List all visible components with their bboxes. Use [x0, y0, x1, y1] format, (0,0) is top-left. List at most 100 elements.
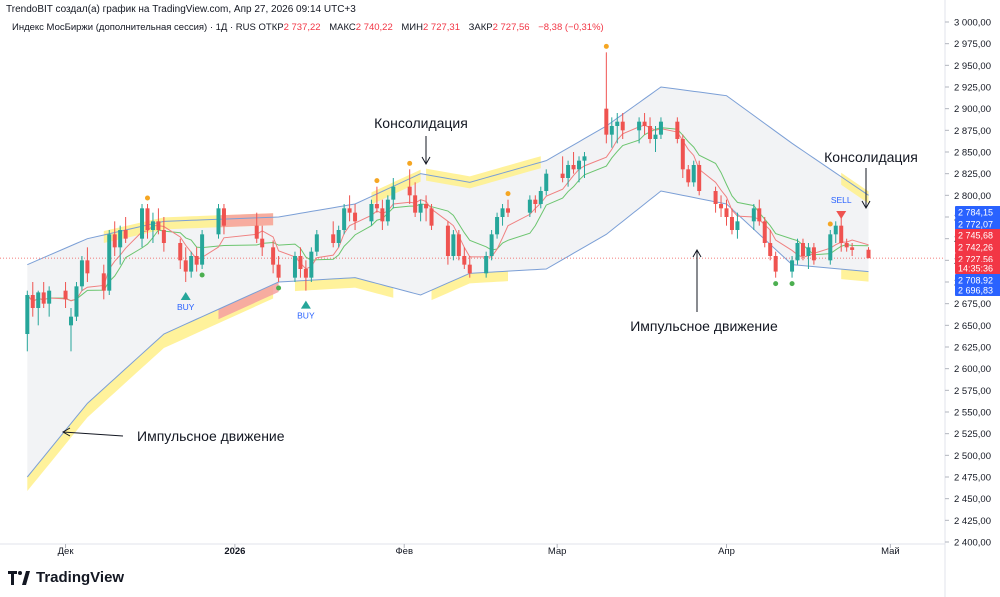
- candle: [729, 208, 734, 235]
- candle: [527, 195, 532, 217]
- y-tick-label: 2 875,00: [954, 126, 991, 137]
- candle: [374, 186, 379, 213]
- candle: [407, 169, 412, 204]
- candle-body: [484, 256, 489, 274]
- symbol-legend: Индекс МосБиржи (дополнительная сессия) …: [12, 22, 610, 33]
- candle-body: [686, 169, 691, 183]
- candle-body: [456, 234, 461, 256]
- candle: [150, 212, 155, 243]
- candle-body: [489, 234, 494, 256]
- signal-dot-icon: [827, 221, 833, 227]
- candle-body: [314, 234, 319, 252]
- candle: [145, 204, 150, 239]
- candle-body: [658, 121, 663, 135]
- arrow-icon: [421, 156, 431, 166]
- candle-body: [74, 286, 79, 317]
- candle-body: [697, 165, 702, 191]
- candle-body: [424, 204, 429, 209]
- candle: [571, 152, 576, 174]
- signal-dot-icon: [144, 195, 150, 201]
- price-axis-label-bg: [955, 218, 1000, 230]
- candle-body: [828, 234, 833, 261]
- sell-label: SELL: [831, 195, 852, 205]
- signal-dot-icon: [603, 43, 609, 49]
- candle-body: [560, 173, 565, 178]
- signal-dot-icon: [407, 160, 413, 166]
- candle-body: [844, 243, 849, 248]
- candle: [544, 169, 549, 196]
- candle: [719, 195, 724, 217]
- candle-body: [342, 208, 347, 230]
- candle-body: [123, 230, 128, 239]
- candle: [811, 243, 816, 265]
- brand: TradingView: [8, 569, 124, 586]
- candle-body: [309, 251, 314, 278]
- buy-zone: [218, 282, 279, 320]
- candle: [620, 113, 625, 139]
- candle: [566, 160, 571, 187]
- candle: [189, 251, 194, 278]
- buy-triangle-icon: [180, 292, 191, 300]
- candle: [577, 156, 582, 183]
- candle: [336, 225, 341, 248]
- candle: [484, 251, 489, 278]
- y-tick-label: 2 575,00: [954, 386, 991, 397]
- annotation-text: Консолидация: [824, 149, 918, 165]
- candle-body: [260, 238, 265, 248]
- consolidation-zone: [841, 269, 869, 282]
- candle-body: [25, 295, 30, 334]
- arrow-icon: [61, 427, 71, 437]
- candle-body: [178, 243, 183, 261]
- candle: [347, 195, 352, 222]
- annotation-text: Импульсное движение: [137, 428, 285, 444]
- y-tick-label: 2 400,00: [954, 538, 991, 549]
- signal-dot-icon: [374, 178, 380, 184]
- candle: [369, 199, 374, 226]
- x-tick-label: Мар: [548, 546, 567, 557]
- candle: [680, 134, 685, 178]
- candle: [429, 204, 434, 230]
- signal-dot-icon: [199, 272, 205, 278]
- candle: [735, 212, 740, 239]
- candle: [828, 230, 833, 265]
- close-label: ЗАКР: [468, 22, 493, 33]
- candle-body: [347, 208, 352, 213]
- candle-body: [615, 121, 620, 126]
- signal-dot-icon: [789, 281, 795, 287]
- close-value: 2 727,56: [492, 22, 530, 33]
- price-axis-label-text: 2 772,07: [958, 220, 993, 230]
- candle-body: [36, 292, 41, 308]
- candle-body: [216, 208, 221, 235]
- candle-body: [150, 221, 155, 230]
- brand-name: TradingView: [36, 569, 125, 586]
- candle: [768, 230, 773, 261]
- candle-body: [571, 165, 576, 170]
- candle: [751, 204, 756, 230]
- candle: [221, 204, 226, 235]
- candle: [79, 256, 84, 291]
- candle-body: [30, 295, 35, 308]
- candle-body: [506, 208, 511, 213]
- candle: [833, 221, 838, 243]
- candle: [456, 230, 461, 261]
- candle: [314, 230, 319, 256]
- candle-body: [298, 256, 303, 269]
- y-tick-label: 2 450,00: [954, 494, 991, 505]
- low-value: 2 727,31: [423, 22, 460, 33]
- candle: [773, 251, 778, 278]
- candle: [107, 230, 112, 295]
- candle-body: [112, 234, 117, 248]
- arrow-icon: [62, 431, 124, 437]
- candle: [123, 217, 128, 243]
- candle-body: [41, 292, 46, 304]
- candle-body: [500, 208, 505, 217]
- candle-body: [675, 121, 680, 139]
- candle-body: [303, 269, 308, 278]
- candle-body: [577, 160, 582, 170]
- price-axis-label-text: 2 708,92: [958, 276, 993, 286]
- candle-body: [800, 243, 805, 256]
- candle: [762, 217, 767, 248]
- candle-body: [161, 230, 166, 243]
- y-tick-label: 2 950,00: [954, 61, 991, 72]
